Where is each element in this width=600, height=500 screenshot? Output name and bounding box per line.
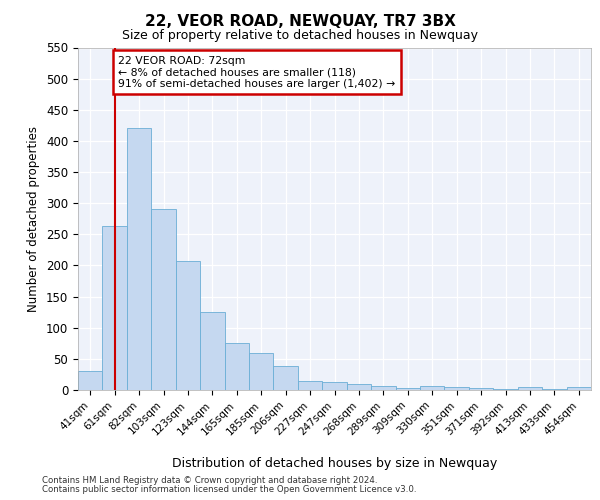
Bar: [395, 388, 420, 390]
Bar: [127, 128, 151, 390]
Bar: [493, 389, 518, 390]
Bar: [420, 386, 445, 390]
Bar: [151, 210, 176, 390]
Bar: [518, 387, 542, 390]
Y-axis label: Number of detached properties: Number of detached properties: [28, 126, 40, 312]
Bar: [445, 387, 469, 390]
Text: Contains HM Land Registry data © Crown copyright and database right 2024.: Contains HM Land Registry data © Crown c…: [42, 476, 377, 485]
Text: Distribution of detached houses by size in Newquay: Distribution of detached houses by size …: [172, 458, 497, 470]
Bar: [224, 342, 249, 390]
Bar: [176, 261, 200, 390]
Bar: [347, 384, 371, 390]
Bar: [469, 388, 493, 390]
Bar: [103, 226, 127, 390]
Bar: [542, 389, 566, 390]
Bar: [566, 387, 591, 390]
Text: 22 VEOR ROAD: 72sqm
← 8% of detached houses are smaller (118)
91% of semi-detach: 22 VEOR ROAD: 72sqm ← 8% of detached hou…: [118, 56, 395, 89]
Text: Size of property relative to detached houses in Newquay: Size of property relative to detached ho…: [122, 29, 478, 42]
Bar: [200, 312, 224, 390]
Text: Contains public sector information licensed under the Open Government Licence v3: Contains public sector information licen…: [42, 484, 416, 494]
Bar: [249, 354, 274, 390]
Text: 22, VEOR ROAD, NEWQUAY, TR7 3BX: 22, VEOR ROAD, NEWQUAY, TR7 3BX: [145, 14, 455, 29]
Bar: [274, 366, 298, 390]
Bar: [322, 382, 347, 390]
Bar: [78, 372, 103, 390]
Bar: [371, 386, 395, 390]
Bar: [298, 382, 322, 390]
